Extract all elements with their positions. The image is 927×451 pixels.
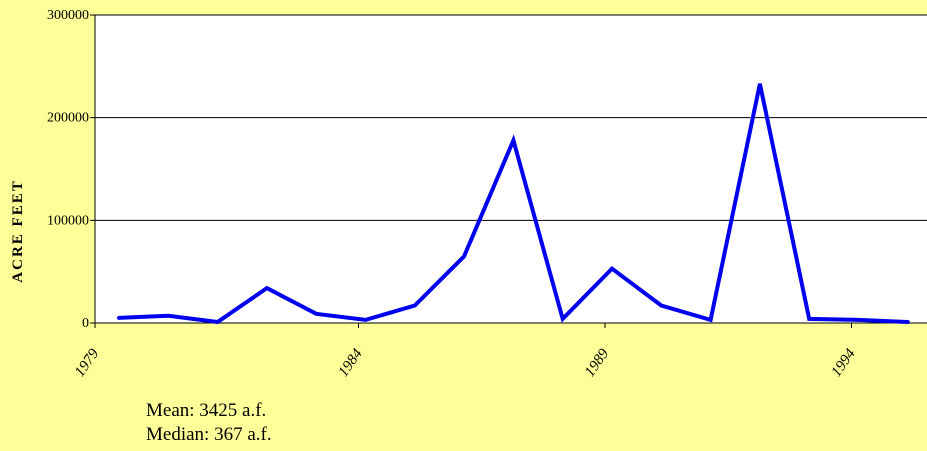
y-tick-label: 0	[82, 316, 89, 331]
x-tick-labels: 1979 1984 1989 1994	[72, 346, 859, 380]
y-tick-label: 100000	[47, 213, 89, 228]
y-axis-label: ACRE FEET	[10, 179, 26, 282]
x-tick-label: 1989	[582, 346, 613, 380]
plot-area	[95, 15, 927, 323]
x-tick-label: 1984	[335, 346, 366, 380]
y-tick-label: 300000	[47, 8, 89, 23]
gridlines	[95, 14, 927, 324]
x-tick-label: 1979	[72, 346, 103, 380]
mean-stat: Mean: 3425 a.f.	[146, 400, 267, 421]
x-tick-label: 1994	[828, 346, 859, 380]
y-tick-labels: 0 100000 200000 300000	[47, 8, 89, 331]
median-stat: Median: 367 a.f.	[146, 424, 272, 445]
data-series	[117, 83, 910, 325]
axes	[90, 14, 852, 328]
summary-stats: Mean: 3425 a.f. Median: 367 a.f.	[146, 399, 272, 447]
y-tick-label: 200000	[47, 111, 89, 126]
